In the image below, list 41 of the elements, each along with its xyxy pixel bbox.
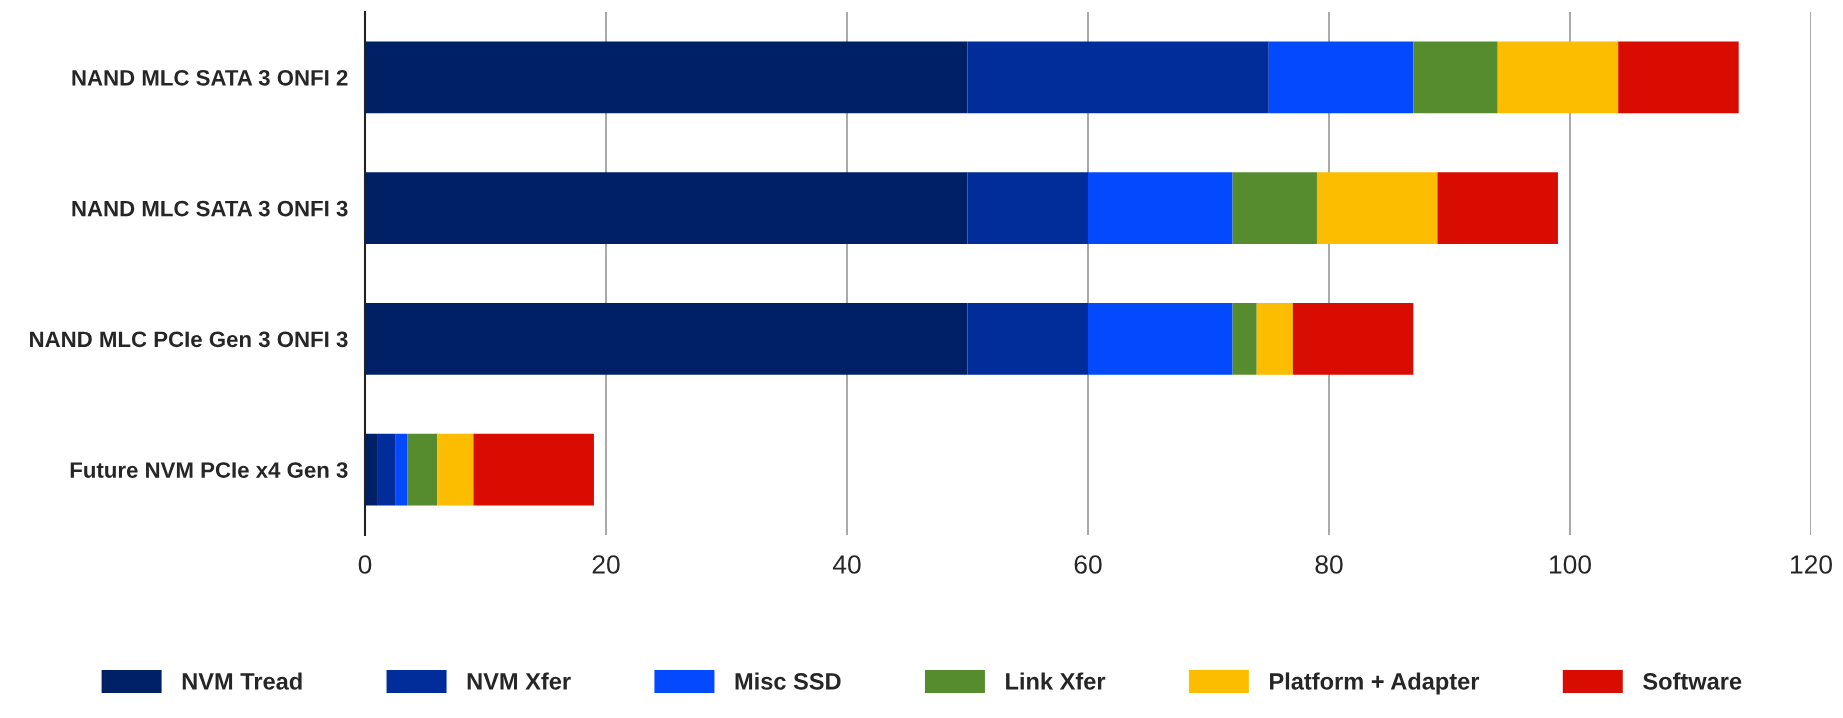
- x-tick-label: 20: [592, 555, 620, 574]
- bar: [1292, 302, 1414, 375]
- bar: [967, 172, 1088, 245]
- legend-label: Platform + Adapter: [1270, 672, 1480, 695]
- bar: [1268, 41, 1414, 114]
- bar: [1088, 172, 1233, 245]
- bar: [1256, 302, 1293, 375]
- legend-label: Misc SSD: [735, 672, 841, 690]
- x-tick-label: 100: [1550, 555, 1591, 574]
- y-tick-label: NAND MLC SATA 3 ONFI 2: [72, 69, 348, 86]
- bar: [1232, 302, 1257, 375]
- y-tick-label: NAND MLC SATA 3 ONFI 3: [72, 200, 348, 217]
- bar: [1618, 41, 1739, 114]
- x-tick-label: 120: [1791, 555, 1832, 574]
- legend-label: NVM Tread: [182, 672, 302, 690]
- legend-label: Software: [1643, 672, 1742, 690]
- x-tick-label: 80: [1315, 555, 1343, 574]
- bar: [365, 41, 968, 114]
- bar: [967, 302, 1088, 375]
- x-tick-label: 0: [358, 555, 372, 574]
- bar: [1232, 172, 1317, 245]
- bar: [473, 433, 594, 506]
- bar: [1437, 172, 1558, 245]
- bar: [1316, 172, 1438, 245]
- legend-label: Link Xfer: [1006, 672, 1106, 690]
- bar: [395, 433, 408, 506]
- bar: [365, 172, 968, 245]
- y-tick-label: NAND MLC PCIe Gen 3 ONFI 3: [30, 331, 348, 348]
- bar: [1413, 41, 1498, 114]
- bar: [437, 433, 474, 506]
- bar: [407, 433, 438, 506]
- x-tick-label: 40: [832, 555, 861, 574]
- bar: [1088, 302, 1233, 375]
- bar: [377, 433, 396, 506]
- legend-label: NVM Xfer: [467, 672, 571, 690]
- x-tick-label: 60: [1074, 555, 1102, 574]
- bar: [365, 433, 378, 506]
- bar: [1497, 41, 1619, 114]
- y-tick-label: Future NVM PCIe x4 Gen 3: [70, 462, 348, 478]
- bar: [365, 302, 968, 375]
- bar: [967, 41, 1269, 114]
